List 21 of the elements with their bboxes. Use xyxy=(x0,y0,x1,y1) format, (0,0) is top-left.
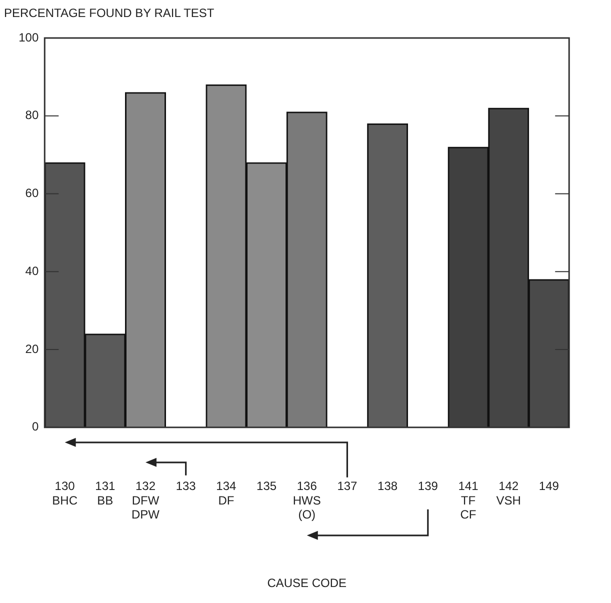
x-tick-label: 134 DF xyxy=(216,478,237,508)
x-tick-label: 131 BB xyxy=(95,478,116,508)
y-tick-label: 60 xyxy=(25,186,39,200)
x-tick-label: 130 BHC xyxy=(52,478,78,508)
y-tick-label: 100 xyxy=(18,30,39,44)
y-tick-label: 0 xyxy=(32,420,39,434)
x-tick-label: 138 xyxy=(378,478,398,493)
x-tick-label: 135 xyxy=(256,478,277,493)
x-axis-title: CAUSE CODE xyxy=(267,576,347,590)
x-tick-label: 137 xyxy=(337,478,358,493)
y-tick-label: 80 xyxy=(25,108,39,122)
x-tick-label: 136 HWS (O) xyxy=(292,478,321,522)
y-axis-title: PERCENTAGE FOUND BY RAIL TEST xyxy=(4,6,214,20)
y-tick-label: 40 xyxy=(25,264,39,278)
x-tick-label: 133 xyxy=(176,478,196,493)
x-tick-label: 142 VSH xyxy=(496,478,521,508)
x-tick-label: 149 xyxy=(538,478,560,493)
y-tick-label: 20 xyxy=(25,342,39,356)
x-tick-label: 139 xyxy=(418,478,438,493)
x-tick-label: 132 DFW DPW xyxy=(132,478,160,522)
x-tick-label: 141 TF CF xyxy=(458,478,479,522)
